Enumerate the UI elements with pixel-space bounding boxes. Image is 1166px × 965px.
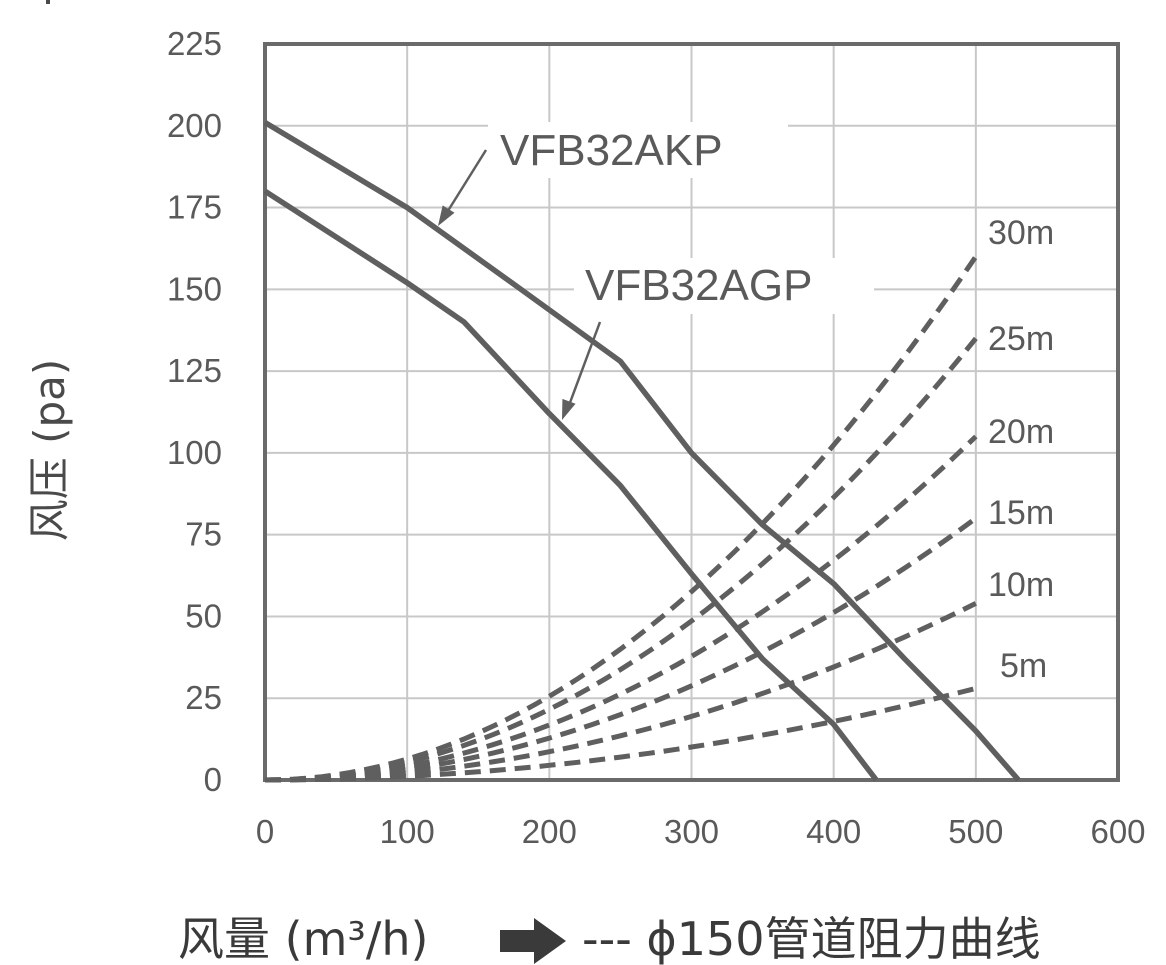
series-label: VFB32AKP: [500, 126, 723, 175]
series-line-VFB32AGP: [263, 188, 879, 782]
series-label: VFB32AGP: [585, 261, 812, 310]
series-lines: [263, 120, 1021, 782]
y-tick-label: 125: [167, 352, 222, 389]
series-label-background: [488, 122, 788, 178]
arrowhead-icon: [562, 398, 576, 420]
y-tick-label: 150: [167, 270, 222, 307]
resistance-label-25m: 25m: [988, 320, 1054, 358]
series-line-VFB32AKP: [263, 120, 1021, 782]
x-tick-label: 0: [256, 813, 274, 850]
arrowhead-icon: [438, 205, 455, 226]
series-label-background: [574, 258, 874, 314]
x-tick-label: 100: [380, 813, 435, 850]
legend-resistance: --- ϕ150管道阻力曲线: [582, 912, 1041, 965]
resistance-curve-25m: [264, 336, 978, 783]
x-tick-label: 300: [664, 813, 719, 850]
resistance-label-30m: 30m: [988, 214, 1054, 252]
resistance-curve-15m: [264, 516, 978, 783]
up-arrow-icon: [34, 0, 62, 4]
y-tick-label: 50: [185, 597, 222, 634]
y-tick-label: 200: [167, 107, 222, 144]
y-tick-label: 225: [167, 25, 222, 62]
y-tick-label: 25: [185, 679, 222, 716]
x-axis-label-group: 风量 (m³/h) --- ϕ150管道阻力曲线: [178, 912, 1041, 965]
tick-labels: 0 100 200 300 400 500 600 0 25 50 75 100 125 150 175 20…: [167, 25, 1146, 850]
resistance-curve-20m: [264, 434, 978, 783]
resistance-curve-5m: [265, 685, 977, 783]
resistance-label-10m: 10m: [988, 566, 1054, 604]
resistance-curve-30m: [264, 255, 978, 783]
resistance-label-5m: 5m: [1000, 647, 1047, 685]
resistance-label-20m: 20m: [988, 413, 1054, 451]
y-tick-label: 0: [204, 761, 222, 798]
x-tick-label: 600: [1090, 813, 1145, 850]
y-axis-label: 风压 (pa): [25, 359, 74, 542]
plot-frame: [263, 42, 1120, 782]
y-tick-label: 100: [167, 434, 222, 471]
y-tick-label: 75: [185, 516, 222, 553]
x-tick-label: 500: [948, 813, 1003, 850]
resistance-curves: 5m 10m 15m 20m 25m 30m: [264, 214, 1054, 783]
series-pointer-line: [444, 149, 488, 215]
resistance-curve-10m: [264, 601, 977, 783]
resistance-label-15m: 15m: [988, 494, 1054, 532]
x-tick-label: 400: [806, 813, 861, 850]
annotations: VFB32AKP VFB32AGP: [438, 122, 874, 420]
x-tick-label: 200: [522, 813, 577, 850]
y-axis-label-group: 风压 (pa): [25, 0, 74, 541]
x-axis-label: 风量 (m³/h): [178, 912, 428, 965]
right-arrow-icon: [500, 918, 566, 964]
series-pointer-line: [566, 321, 602, 409]
y-tick-label: 175: [167, 189, 222, 226]
